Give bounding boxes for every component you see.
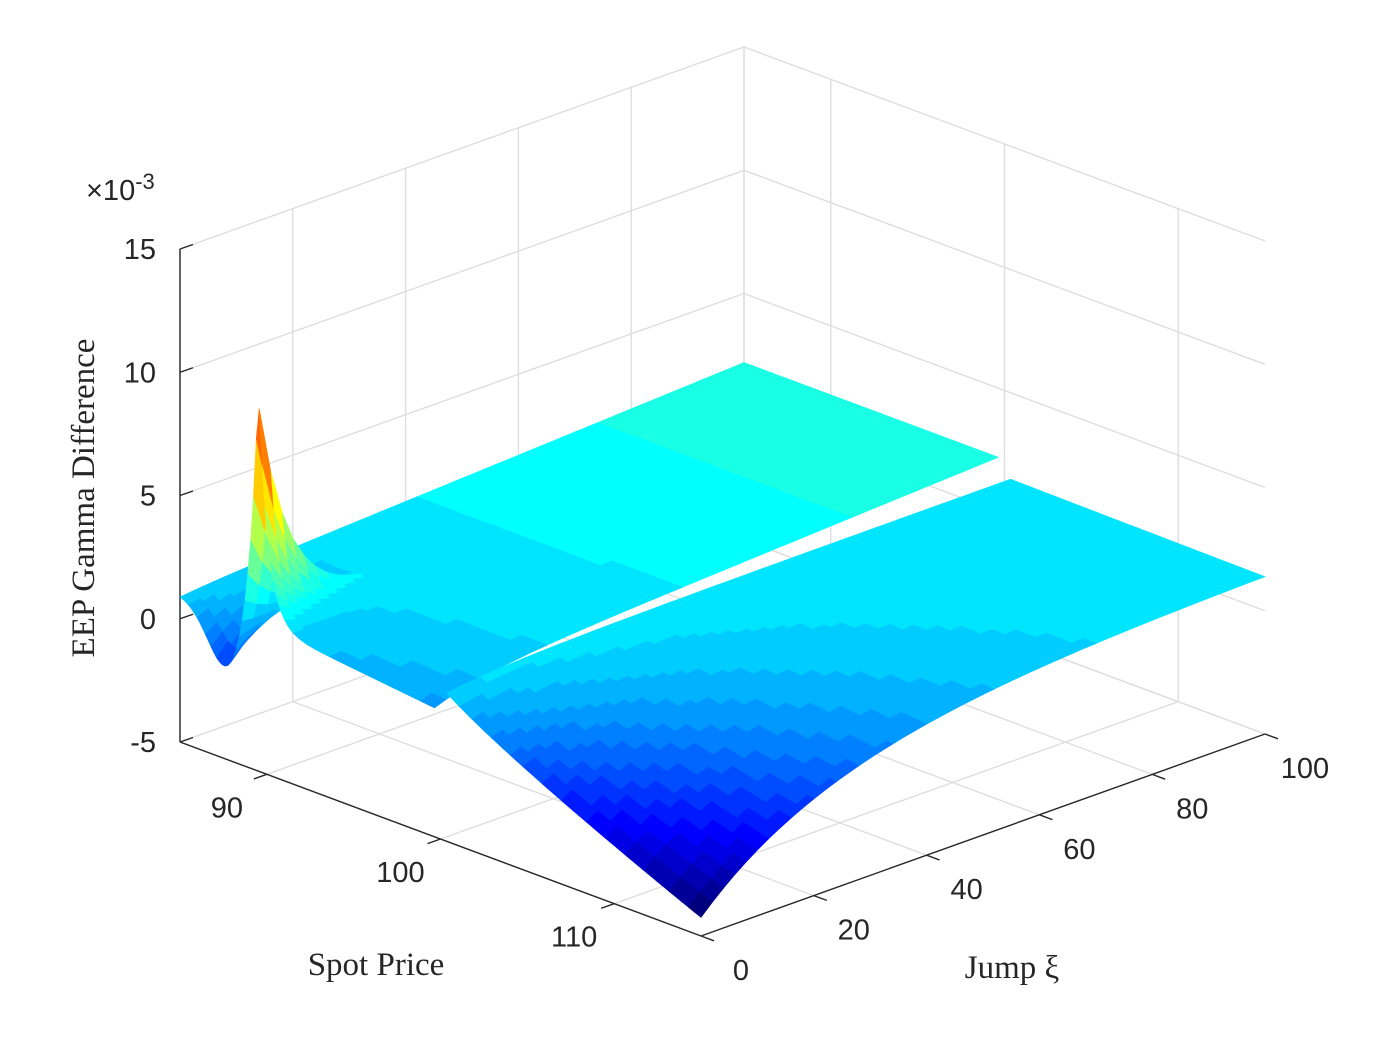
y-tick-label-0: 0 <box>733 955 749 987</box>
y-tick-label-5: 100 <box>1281 753 1329 785</box>
z-tick-label-2: 5 <box>140 481 156 513</box>
z-tick-2 <box>180 491 193 496</box>
grid-line-z-4 <box>180 47 1265 249</box>
z-tick-4 <box>180 245 193 250</box>
surface-layer <box>180 363 1265 918</box>
y-tick-label-3: 60 <box>1063 834 1095 866</box>
x-tick-2 <box>601 904 614 909</box>
x-tick-label-1: 100 <box>376 857 424 889</box>
x-tick-label-0: 90 <box>211 792 243 824</box>
y-tick-1 <box>814 896 827 901</box>
y-tick-label-4: 80 <box>1176 793 1208 825</box>
z-tick-label-3: 10 <box>124 357 156 389</box>
y-tick-4 <box>1152 774 1165 779</box>
x-tick-1 <box>428 839 441 844</box>
z-tick-label-4: 15 <box>124 234 156 266</box>
y-tick-3 <box>1039 815 1052 820</box>
x-tick-0 <box>254 774 267 779</box>
z-tick-0 <box>180 738 193 743</box>
y-tick-5 <box>1265 734 1278 739</box>
z-tick-3 <box>180 368 193 373</box>
z-tick-label-1: 0 <box>140 604 156 636</box>
y-tick-0 <box>701 936 714 941</box>
y-tick-label-1: 20 <box>838 915 870 947</box>
grid-line-z-3 <box>180 170 1265 372</box>
z-tick-1 <box>180 614 193 619</box>
y-tick-label-2: 40 <box>950 874 982 906</box>
y-tick-2 <box>927 855 940 860</box>
z-tick-label-0: -5 <box>130 727 156 759</box>
x-tick-label-2: 110 <box>551 922 597 954</box>
